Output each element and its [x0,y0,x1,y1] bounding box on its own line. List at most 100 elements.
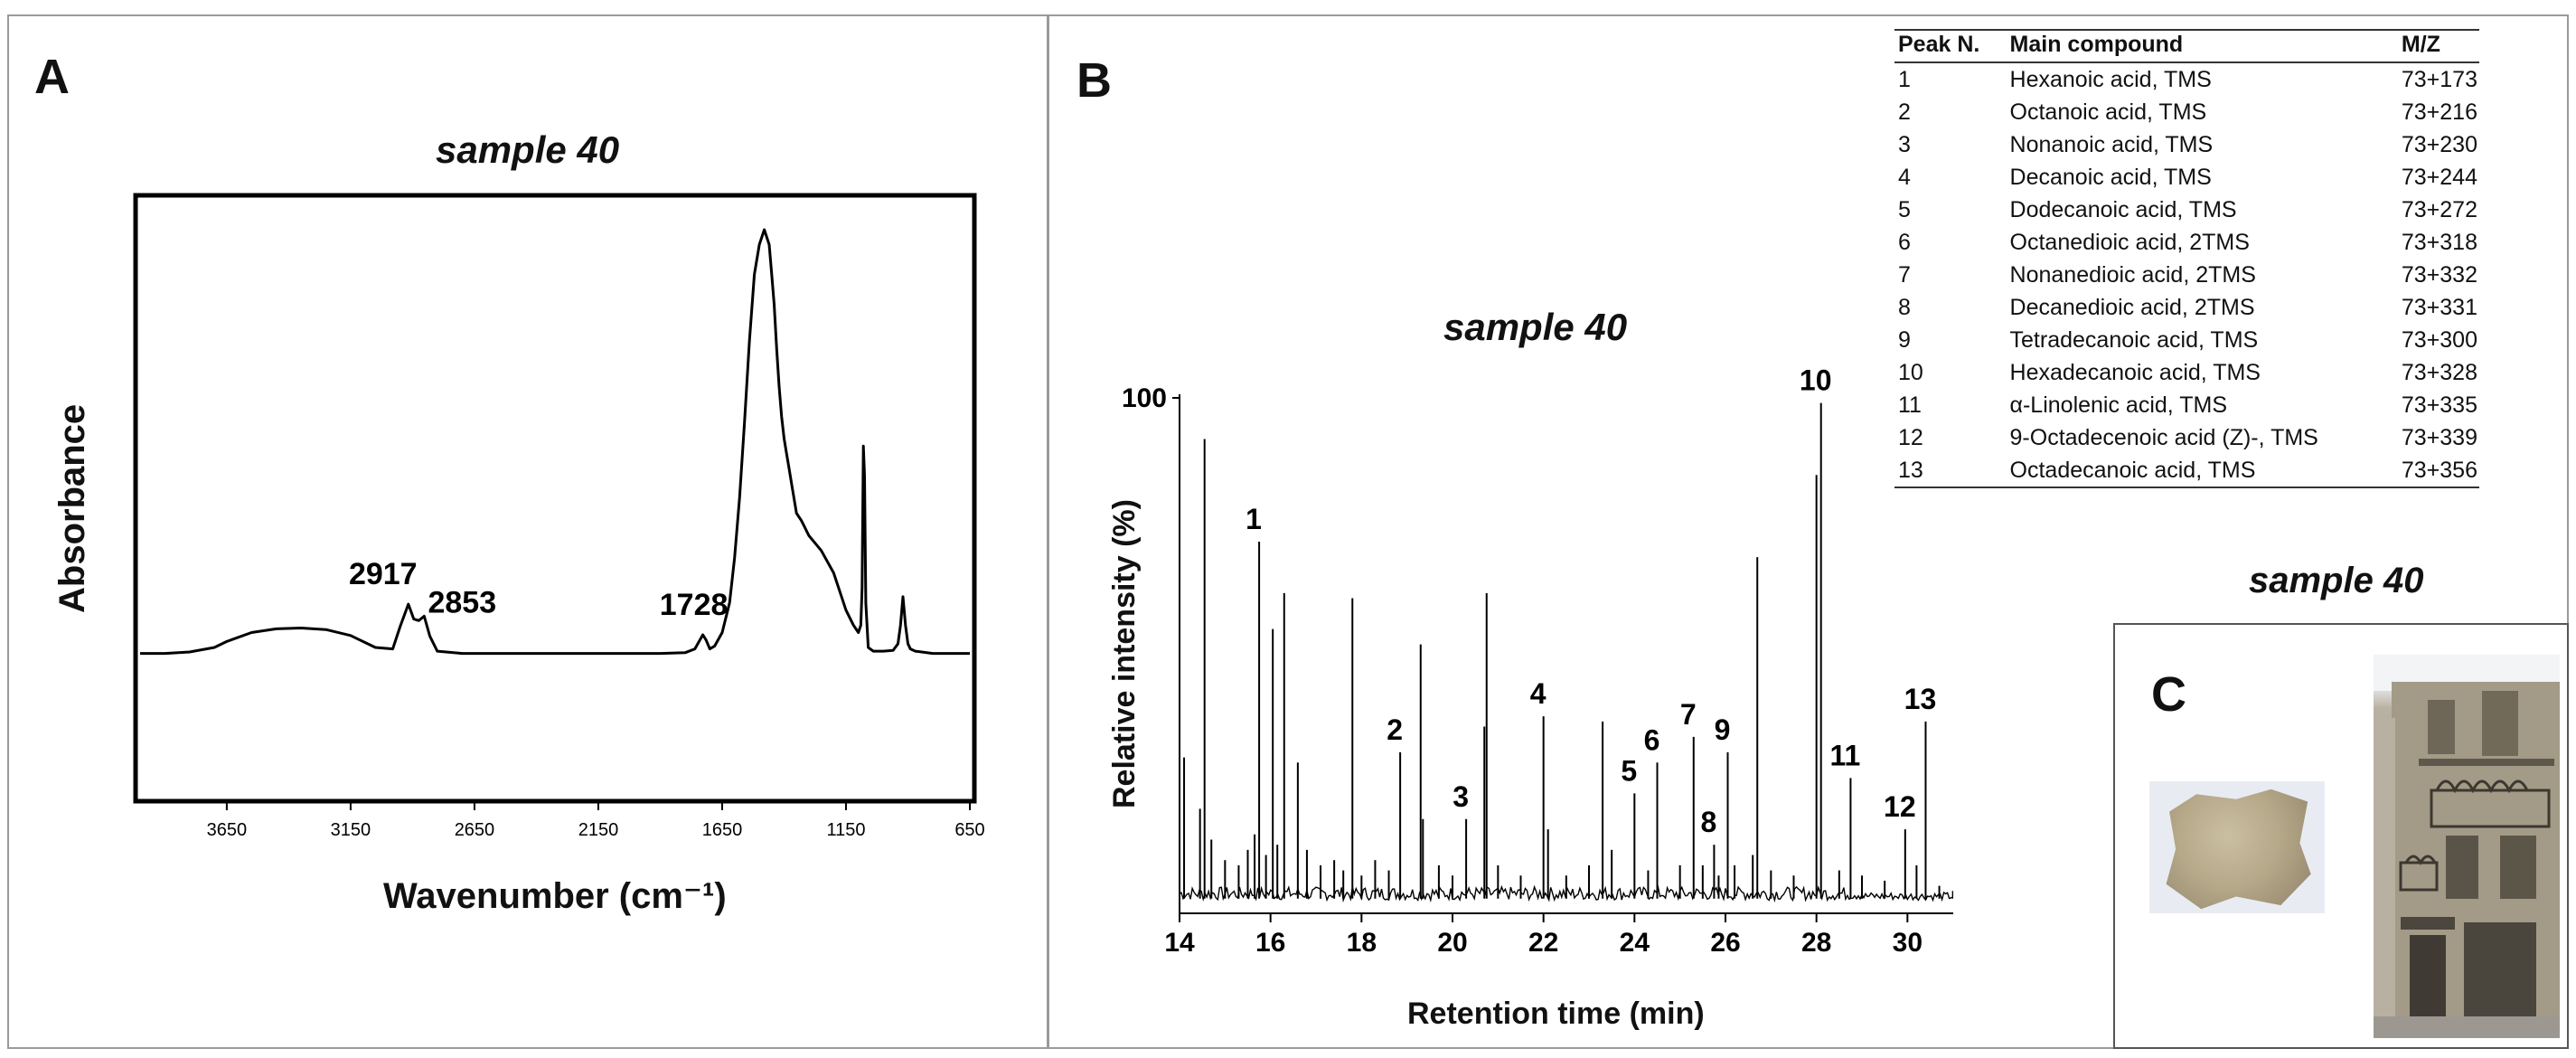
table-row: 3 Nonanoic acid, TMS 73+230 [1894,128,2479,161]
table-row: 11 α-Linolenic acid, TMS 73+335 [1894,389,2479,421]
ftir-spectrum-line [140,228,970,656]
gcms-x-tick-label: 24 [1620,928,1650,958]
table-row: 5 Dodecanoic acid, TMS 73+272 [1894,194,2479,226]
gcms-baseline [1179,884,1953,903]
sample-fragment [2166,789,2311,910]
panel-a: A sample 40 Absorbance Wavenumber (cm⁻¹)… [7,14,1048,1049]
mz-cell: 73+331 [2401,295,2477,320]
ftir-chart: 3650 3150 2650 2150 1650 1150 650 2917 2853 1728 [133,193,985,840]
ftir-x-tick-label: 3150 [331,820,371,840]
compound-name-cell: Decanoic acid, TMS [2009,165,2212,190]
ftir-x-tick-label: 3650 [207,820,248,840]
gcms-peak-label: 7 [1680,698,1697,731]
ftir-x-tick-label: 650 [954,820,984,840]
ftir-x-tick-label: 2650 [455,820,495,840]
mz-cell: 73+300 [2401,327,2477,353]
sample-fragment-photo [2149,781,2325,913]
gcms-x-tick-label: 16 [1255,928,1285,958]
header-compound: Main compound [2006,29,2398,63]
peak-number-cell: 12 [1898,425,1923,450]
mz-cell: 73+356 [2397,454,2479,488]
peak-number-cell: 4 [1898,165,1911,190]
mz-cell: 73+332 [2401,262,2477,288]
table-row: 9 Tetradecanoic acid, TMS 73+300 [1894,324,2479,356]
peak-number-cell: 1 [1898,67,1911,92]
mz-cell: 73+216 [2401,99,2477,125]
table-row: 13 Octadecanoic acid, TMS 73+356 [1894,454,2479,488]
ftir-plot-frame [133,193,977,804]
gcms-peak-label: 5 [1621,754,1637,787]
header-peak: Peak N. [1894,29,2007,63]
peak-number-cell: 11 [1898,392,1922,418]
gcms-peak-label: 2 [1387,713,1403,746]
table-header-row: Peak N. Main compound M/Z [1894,29,2479,63]
gcms-x-tick-label: 14 [1164,928,1195,958]
ftir-x-tick-label: 1150 [826,820,865,840]
ftir-peak-label: 2917 [349,557,418,591]
gcms-x-tick-label: 26 [1710,928,1740,958]
panel-b-title: sample 40 [1443,306,1628,348]
peak-number-cell: 9 [1898,327,1911,353]
peak-number-cell: 8 [1898,295,1911,320]
panel-c-letter: C [2151,667,2186,722]
peak-number-cell: 13 [1894,454,2007,488]
panel-b-xlabel: Retention time (min) [1407,997,1705,1031]
compound-name-cell: Hexadecanoic acid, TMS [2009,360,2261,385]
gcms-x-tick-label: 20 [1437,928,1467,958]
peak-number-cell: 5 [1898,197,1911,222]
compound-table: Peak N. Main compound M/Z 1 Hexanoic acid… [1894,29,2479,488]
panel-a-title: sample 40 [436,128,620,171]
peak-number-cell: 6 [1898,230,1911,255]
compound-name-cell: Octanedioic acid, 2TMS [2009,230,2250,255]
table-row: 1 Hexanoic acid, TMS 73+173 [1894,62,2479,96]
gcms-peak-label: 4 [1530,677,1547,710]
ftir-peak-label: 1728 [660,588,729,622]
gcms-x-tick-label: 28 [1801,928,1831,958]
compound-name-cell: Octadecanoic acid, TMS [2006,454,2398,488]
compound-name-cell: Octanoic acid, TMS [2009,99,2207,125]
gcms-peak-label: 13 [1904,683,1937,715]
mz-cell: 73+335 [2401,392,2477,418]
ftir-x-tick-label: 2150 [578,820,619,840]
table-row: 8 Decanedioic acid, 2TMS 73+331 [1894,291,2479,324]
gcms-x-tick-label: 18 [1347,928,1377,958]
gcms-x-tick-label: 22 [1528,928,1558,958]
building-facade-photo [2374,655,2560,1038]
mz-cell: 73+318 [2401,230,2477,255]
panel-a-letter: A [34,50,70,104]
compound-name-cell: Nonanoic acid, TMS [2009,132,2214,157]
gcms-peak-label: 10 [1800,364,1832,397]
panel-a-xlabel: Wavenumber (cm⁻¹) [383,876,727,916]
gcms-x-tick-label: 30 [1893,928,1923,958]
gcms-peak-label: 6 [1644,723,1660,756]
peak-number-cell: 2 [1898,99,1911,125]
mz-cell: 73+173 [2401,67,2477,92]
table-row: 2 Octanoic acid, TMS 73+216 [1894,96,2479,128]
peak-number-cell: 10 [1898,360,1923,385]
facade-drawing [2374,655,2560,1038]
panel-b-letter: B [1076,53,1112,108]
gcms-peak-label: 3 [1453,780,1469,813]
table-row: 6 Octanedioic acid, 2TMS 73+318 [1894,226,2479,259]
gcms-y-tick-label: 100 [1122,383,1167,413]
table-row: 12 9-Octadecenoic acid (Z)-, TMS 73+339 [1894,421,2479,454]
table-row: 4 Decanoic acid, TMS 73+244 [1894,161,2479,194]
gcms-peak-label: 11 [1830,739,1861,771]
peak-number-cell: 3 [1898,132,1911,157]
gcms-peak-label: 8 [1701,806,1717,838]
mz-cell: 73+272 [2401,197,2477,222]
gcms-peak-label: 1 [1246,503,1262,535]
compound-name-cell: Hexanoic acid, TMS [2009,67,2212,92]
panel-c-title: sample 40 [2249,561,2424,600]
ftir-x-tick-label: 1650 [702,820,743,840]
gcms-peak-label: 9 [1715,713,1731,746]
compound-name-cell: Decanedioic acid, 2TMS [2009,295,2255,320]
panel-c: C [2113,623,2569,1049]
mz-cell: 73+244 [2401,165,2477,190]
peak-number-cell: 7 [1898,262,1911,288]
table-row: 7 Nonanedioic acid, 2TMS 73+332 [1894,259,2479,291]
mz-cell: 73+328 [2401,360,2477,385]
mz-cell: 73+230 [2401,132,2477,157]
compound-name-cell: α-Linolenic acid, TMS [2009,392,2228,418]
compound-name-cell: Nonanedioic acid, 2TMS [2009,262,2256,288]
